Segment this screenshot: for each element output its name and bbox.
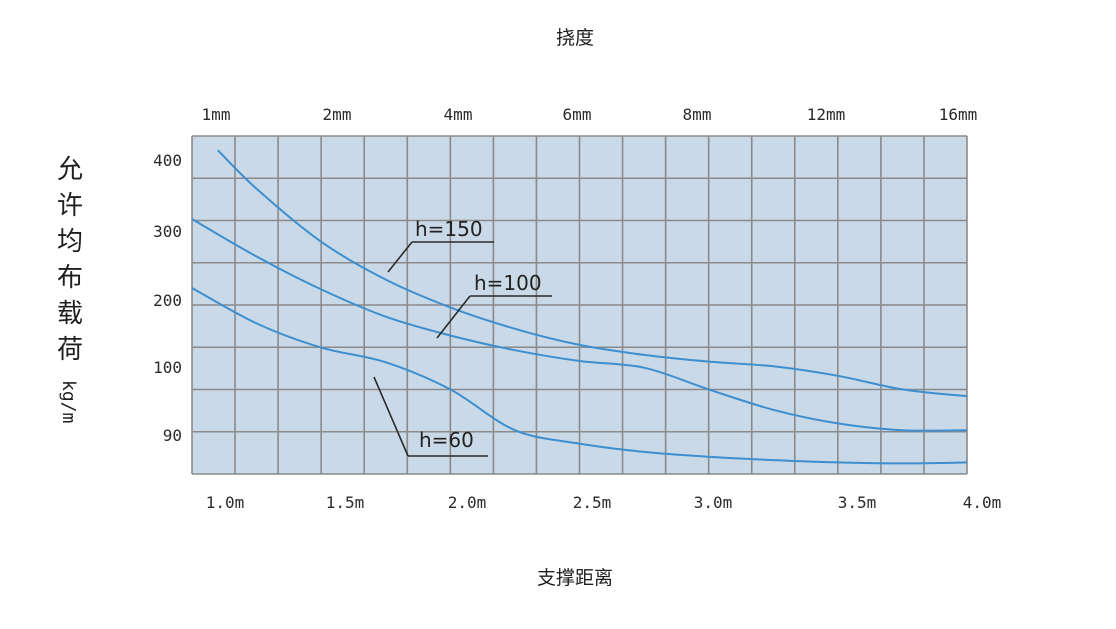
top-tick-label: 2mm [323,105,352,124]
top-tick-label: 12mm [807,105,846,124]
series-label-h100: h=100 [474,271,542,295]
x-tick-label: 4.0m [963,493,1002,512]
series-label-h150-leader [387,241,413,273]
y-tick-label: 100 [153,358,182,377]
x-tick-label: 1.0m [206,493,245,512]
x-tick-label: 1.5m [326,493,365,512]
chart-title: 挠度 [556,27,594,49]
series-label-h60-leader [373,376,409,457]
y-axis-label: 允许均布载荷 [57,155,83,365]
series-label-h60: h=60 [419,428,474,452]
series-label-h150: h=150 [415,217,483,241]
series-line-h150 [217,149,968,398]
series-line-h60 [191,287,968,465]
top-tick-label: 6mm [563,105,592,124]
top-tick-label: 4mm [444,105,473,124]
y-tick-label: 400 [153,151,182,170]
top-tick-label: 16mm [939,105,978,124]
top-tick-label: 8mm [683,105,712,124]
top-tick-label: 1mm [202,105,231,124]
x-tick-label: 3.5m [838,493,877,512]
x-axis-label: 支撑距离 [537,567,613,589]
series-line-h100 [191,218,968,432]
y-tick-label: 300 [153,222,182,241]
series-label-h100-leader [436,295,471,339]
y-tick-label: 200 [153,291,182,310]
x-tick-label: 2.5m [573,493,612,512]
y-axis-unit: kg/m [58,380,79,423]
x-tick-label: 3.0m [694,493,733,512]
x-tick-label: 2.0m [448,493,487,512]
y-tick-label: 90 [163,426,182,445]
